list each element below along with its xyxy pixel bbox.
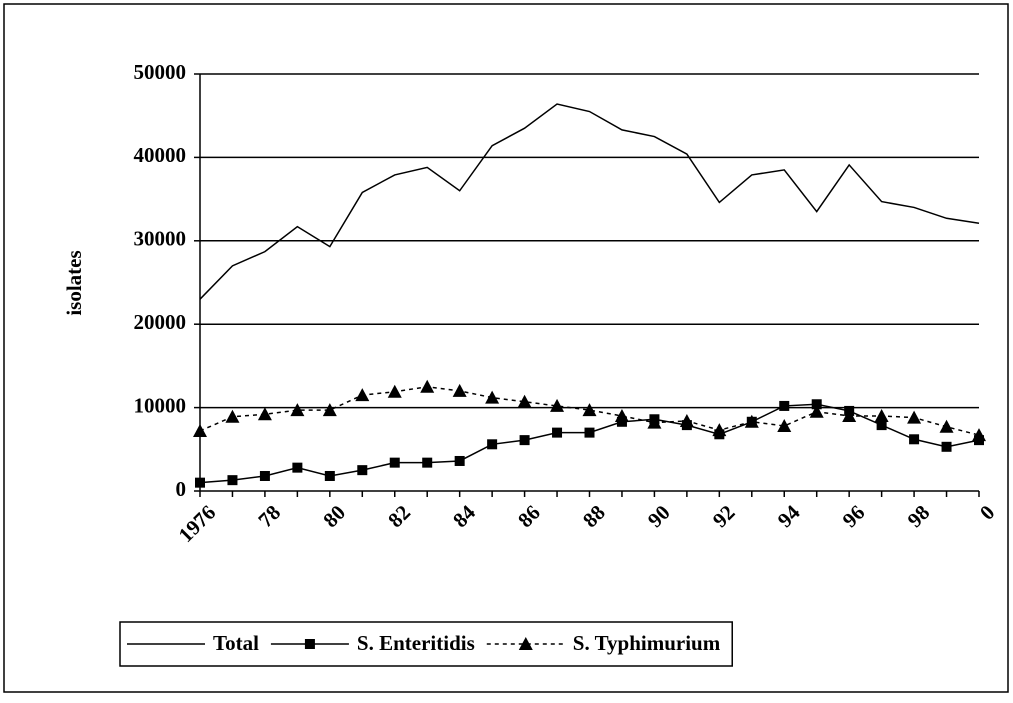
- data-point: [517, 394, 532, 408]
- data-point: [195, 477, 205, 488]
- data-point: [454, 455, 465, 466]
- data-point: [647, 415, 662, 429]
- data-point: [777, 418, 792, 432]
- data-point: [193, 423, 207, 437]
- data-point: [518, 637, 533, 650]
- data-point: [679, 413, 694, 427]
- data-point: [290, 403, 305, 417]
- data-point: [519, 435, 530, 446]
- chart-frame: [3, 3, 1009, 693]
- data-point: [322, 403, 337, 417]
- y-tick-label: 10000: [134, 393, 187, 417]
- data-point: [257, 407, 272, 421]
- data-point: [225, 409, 240, 423]
- data-point: [452, 383, 467, 397]
- data-point: [422, 457, 433, 468]
- y-axis-label: isolates: [62, 250, 86, 315]
- data-point: [357, 465, 368, 476]
- data-point: [909, 434, 920, 445]
- data-point: [420, 379, 435, 393]
- legend-label: S. Typhimurium: [573, 631, 721, 655]
- y-tick-label: 0: [176, 477, 187, 501]
- data-point: [485, 390, 500, 404]
- data-point: [259, 470, 270, 481]
- data-point: [487, 439, 498, 450]
- data-point: [744, 414, 759, 428]
- data-point: [941, 441, 952, 452]
- y-tick-label: 30000: [134, 227, 187, 251]
- legend-label: S. Enteritidis: [357, 631, 475, 655]
- legend-label: Total: [213, 631, 259, 655]
- data-point: [712, 423, 727, 437]
- data-point: [584, 427, 595, 438]
- data-point: [292, 462, 303, 473]
- y-tick-label: 50000: [134, 60, 187, 84]
- data-point: [304, 639, 315, 649]
- data-point: [939, 419, 954, 433]
- data-point: [324, 470, 335, 481]
- data-point: [972, 428, 986, 442]
- data-point: [387, 384, 402, 398]
- legend: Total S. Enteritidis S. Typhimurium: [119, 621, 733, 667]
- data-point: [809, 404, 824, 418]
- data-point: [874, 408, 889, 422]
- data-point: [355, 388, 370, 402]
- data-point: [389, 457, 400, 468]
- data-point: [550, 398, 565, 412]
- y-tick-label: 40000: [134, 143, 187, 167]
- data-point: [907, 410, 922, 424]
- data-point: [552, 427, 563, 438]
- legend-box: [119, 621, 733, 667]
- y-tick-label: 20000: [134, 310, 187, 334]
- data-point: [614, 408, 629, 422]
- data-point: [811, 399, 822, 410]
- data-point: [227, 475, 238, 486]
- data-point: [842, 408, 857, 422]
- data-point: [876, 420, 887, 431]
- data-point: [779, 400, 790, 411]
- data-point: [582, 403, 597, 417]
- series-line: [199, 103, 980, 300]
